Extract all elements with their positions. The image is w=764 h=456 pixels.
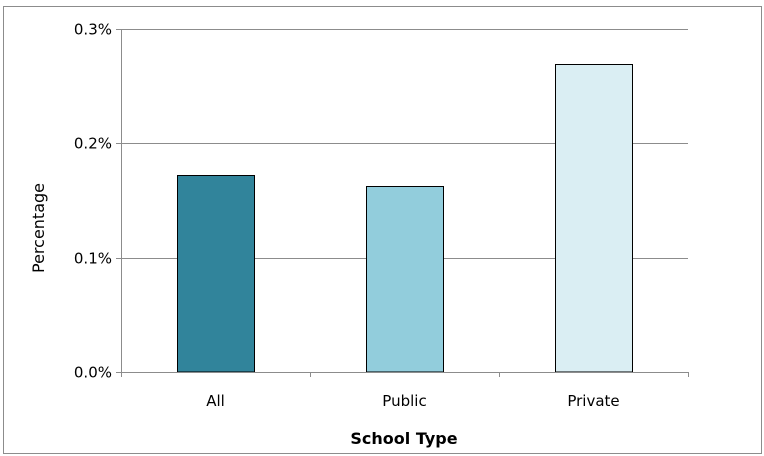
x-tick-label: Private — [567, 392, 619, 410]
y-axis-ticks: 0.0% 0.1% 0.2% 0.3% — [74, 21, 121, 382]
y-tick-label: 0.0% — [74, 364, 112, 382]
bars — [177, 64, 633, 373]
x-axis-ticks: All Public Private — [121, 372, 689, 410]
bar-public — [366, 186, 444, 373]
bar-private — [555, 64, 633, 373]
bar-all — [177, 175, 255, 373]
x-tick-label: All — [206, 392, 225, 410]
y-axis-title: Percentage — [29, 183, 48, 273]
y-tick-label: 0.2% — [74, 135, 112, 153]
x-tick-label: Public — [382, 392, 426, 410]
x-axis-title: School Type — [350, 429, 457, 448]
cropped-chart-heading-strip — [0, 0, 764, 6]
y-tick-label: 0.1% — [74, 250, 112, 268]
y-tick-label: 0.3% — [74, 21, 112, 39]
axes — [121, 29, 688, 373]
